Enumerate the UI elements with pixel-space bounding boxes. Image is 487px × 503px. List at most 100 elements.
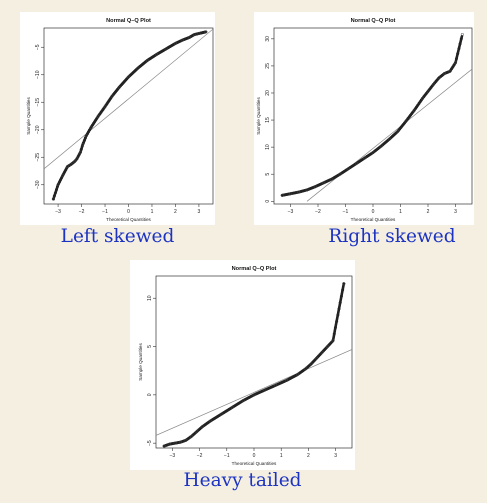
sample-point (285, 378, 289, 382)
sample-point (197, 31, 201, 36)
sample-point (337, 307, 341, 311)
y-axis-label: Sample Quantities (256, 97, 261, 135)
sample-point (453, 61, 458, 65)
x-tick-label: 0 (253, 453, 256, 459)
sample-point (280, 193, 284, 197)
y-tick-label: 0 (147, 393, 153, 396)
y-tick-label: −25 (35, 153, 41, 162)
x-tick-label: −2 (197, 453, 203, 459)
sample-point (69, 162, 73, 166)
sample-point (72, 160, 77, 164)
sample-point (454, 57, 459, 61)
sample-point (79, 147, 83, 151)
x-axis-label: Theoretical Quantities (351, 217, 396, 222)
sample-point (313, 185, 317, 189)
x-tick-label: 3 (334, 453, 337, 459)
x-tick-label: 2 (427, 209, 430, 215)
sample-point (117, 85, 121, 89)
y-tick-label: −20 (35, 125, 41, 134)
sample-point (274, 383, 278, 387)
sample-point (338, 172, 342, 176)
qq-plot-left-panel: Normal Q–Q Plot −3 −2 −1 0 1 2 3 −30 −25 −20 −15 −10… (20, 12, 215, 225)
sample-point (339, 294, 343, 298)
sample-points-dense (52, 30, 207, 201)
x-tick-label: −3 (55, 209, 61, 215)
sample-point (333, 326, 337, 330)
sample-point (192, 33, 196, 37)
y-tick-label: −5 (35, 44, 41, 50)
reference-line (156, 349, 352, 436)
sample-points-dense (281, 35, 464, 197)
sample-point (330, 177, 334, 181)
sample-point (110, 94, 114, 98)
sample-point (346, 167, 350, 171)
sample-point (363, 156, 367, 160)
sample-point (332, 332, 336, 336)
sample-point (89, 126, 93, 130)
y-tick-label: 25 (265, 63, 271, 69)
sample-point (304, 367, 308, 371)
y-tick-label: 5 (147, 345, 153, 348)
sample-point (189, 434, 193, 438)
sample-point (54, 188, 59, 192)
sample-point (321, 181, 326, 185)
x-tick-label: −3 (288, 209, 294, 215)
x-tick-label: −2 (79, 209, 85, 215)
qq-plot-right-svg: Normal Q–Q Plot−3 −2 −1 0 1 2 3051015202530The… (256, 18, 473, 222)
sample-point (458, 42, 462, 46)
x-tick-label: 3 (198, 209, 201, 215)
sample-point (412, 108, 416, 112)
caption-left-skewed: Left skewed (60, 226, 175, 247)
reference-line (44, 28, 213, 170)
qq-plot-heavy-svg: Normal Q–Q Plot −3 −2 −1 0 1 2 3 −5 0 5 10 Theoretic… (138, 266, 353, 466)
sample-point (155, 52, 159, 56)
sample-point (460, 32, 464, 37)
plot-frame (43, 27, 214, 205)
sample-point (396, 129, 400, 133)
sample-point (81, 141, 85, 145)
y-tick-label: 15 (265, 117, 271, 123)
sample-point (162, 444, 166, 448)
plot-frame (273, 27, 473, 205)
qq-plot-left-svg: Normal Q–Q Plot−3 −2 −1 0 1 2 3−30−25−20−15−10… (26, 18, 214, 222)
x-axis-label: Theoretical Quantities (232, 461, 277, 466)
y-tick-label: −10 (35, 70, 41, 79)
caption-heavy-tailed: Heavy tailed (183, 470, 302, 491)
sample-point (56, 183, 60, 187)
sample-point (297, 190, 301, 194)
sample-point (104, 103, 108, 107)
sample-point (320, 350, 324, 354)
sample-point (442, 71, 447, 76)
sample-point (431, 82, 436, 86)
sample-point (230, 405, 234, 409)
sample-point (187, 35, 192, 39)
y-tick-label: 10 (265, 144, 271, 150)
sample-point (336, 313, 340, 317)
x-tick-label: 0 (127, 209, 130, 215)
chart-title: Normal Q–Q Plot (232, 266, 277, 272)
sample-point (371, 151, 375, 155)
sample-point (164, 47, 168, 51)
sample-point (263, 388, 267, 392)
sample-point (252, 393, 256, 397)
caption-right-skewed: Right skewed (328, 226, 456, 247)
sample-point (82, 138, 86, 143)
qq-plot-right-panel: Normal Q–Q Plot −3 −2 −1 0 1 2 3 0 5 10 15 20 25 30 The… (254, 12, 474, 225)
sample-point (426, 89, 430, 93)
sample-point (178, 440, 183, 444)
qq-plot-heavy-panel: Normal Q–Q Plot −3 −2 −1 0 1 2 3 −5 0 5 10 Theoretic… (130, 260, 355, 470)
sample-point (52, 194, 56, 198)
sample-point (108, 97, 112, 101)
x-tick-label: 1 (151, 209, 154, 215)
sample-point (53, 191, 58, 195)
sample-point (420, 96, 425, 100)
sample-point (61, 173, 65, 177)
sample-point (331, 339, 335, 343)
sample-point (96, 115, 100, 119)
y-tick-label: 30 (265, 36, 271, 42)
sample-point (404, 119, 408, 123)
sample-point (173, 41, 177, 45)
y-axis-label: Sample Quantities (26, 97, 31, 135)
sample-point (84, 134, 88, 138)
sample-point (65, 165, 70, 169)
